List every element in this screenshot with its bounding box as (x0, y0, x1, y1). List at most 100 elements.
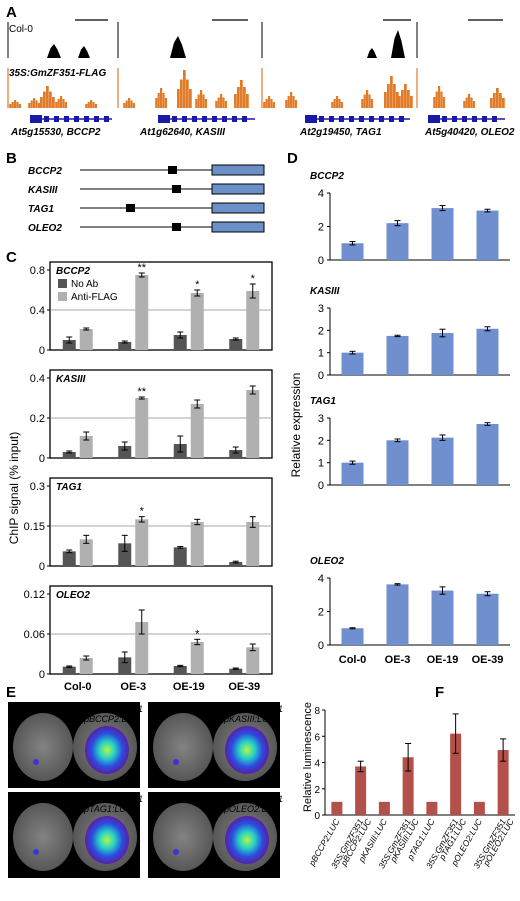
f-bar (378, 801, 390, 815)
oe-peak-bar (470, 97, 473, 108)
d-bar (341, 352, 364, 375)
d-category-label: OE-19 (427, 654, 459, 666)
oe-peak-bar (204, 99, 207, 108)
luc-signal-oe (225, 816, 269, 864)
oe-peak-bar (493, 93, 496, 108)
oe-peak-bar (265, 99, 268, 108)
oe-peak-bar (333, 99, 336, 108)
c-plot-frame (49, 369, 273, 459)
oe-peak-bar (340, 102, 343, 108)
d-ytick-label: 1 (318, 348, 324, 360)
luc-signal-control (173, 759, 179, 765)
f-ytick-label: 8 (314, 706, 320, 717)
gene-model-exon (104, 116, 109, 122)
panel-label-d: D (287, 150, 298, 167)
oe-peak-bar (496, 88, 499, 108)
oe-peak-bar (240, 80, 243, 108)
oe-peak-bar (361, 99, 364, 108)
gene-model-exon (428, 115, 440, 123)
c-ytick-label: 0 (39, 669, 45, 681)
c-bar (190, 522, 204, 566)
leaf-disc-control (153, 713, 213, 781)
control-peak (391, 30, 405, 58)
c-ytick-label: 0.15 (24, 521, 45, 533)
d-bar (431, 208, 454, 260)
gene-model-exon (30, 115, 42, 123)
oe-peak-bar (16, 102, 19, 108)
oe-peak-bar (398, 96, 401, 108)
f-ytick-label: 4 (314, 759, 320, 770)
c-ytick-label: 0 (39, 345, 45, 357)
gene-model-exon (54, 116, 59, 122)
gene-model-exon (379, 116, 384, 122)
d-ytick-label: 0 (318, 255, 324, 267)
gene-model-exon (172, 116, 177, 122)
oe-peak-bar (195, 99, 198, 108)
oe-peak-bar (162, 93, 165, 108)
oe-peak-bar (472, 101, 475, 108)
oe-peak-bar (180, 79, 183, 108)
oe-peak-bar (52, 97, 55, 108)
oe-peak-bar (502, 98, 505, 108)
luc-signal-oe (225, 726, 269, 774)
c-ytick-label: 0 (39, 561, 45, 573)
gene-model-exon (182, 116, 187, 122)
oe-peak-bar (92, 102, 95, 108)
c-category-label: Col-0 (64, 681, 92, 693)
e-label-control: pKASIII:LUC (151, 704, 204, 714)
oe-peak-bar (43, 91, 46, 108)
c-ytick-label: 0.8 (30, 265, 45, 277)
oe-peak-bar (272, 102, 275, 108)
c-bar (135, 275, 149, 350)
d-ytick-label: 3 (318, 413, 324, 425)
c-ytick-label: 0 (39, 453, 45, 465)
c-bar (135, 519, 149, 566)
c-significance: ** (137, 262, 146, 274)
oe-peak-bar (60, 96, 63, 108)
e-label-oe-line1: 35S:GmZF351 (84, 704, 143, 714)
c-bar (62, 452, 76, 458)
c-bar (190, 642, 204, 674)
oe-peak-bar (87, 102, 90, 108)
oe-peak-bar (292, 96, 295, 108)
d-ytick-label: 3 (318, 303, 324, 315)
oe-peak-bar (407, 90, 410, 108)
oe-peak-bar (94, 104, 97, 108)
f-ytick-label: 0 (314, 811, 320, 822)
oe-peak-bar (200, 90, 203, 108)
gene-model-exon (64, 116, 69, 122)
c-category-label: OE-39 (228, 681, 260, 693)
oe-peak-bar (9, 104, 12, 108)
oe-peak-bar (468, 94, 471, 108)
c-bar (79, 329, 93, 350)
d-gene-label: BCCP2 (310, 171, 344, 182)
d-category-label: OE-3 (385, 654, 411, 666)
f-ytick-label: 6 (314, 732, 320, 743)
c-legend-swatch (58, 292, 67, 301)
oe-peak-bar (499, 93, 502, 108)
oe-peak-bar (164, 98, 167, 108)
oe-peak-bar (393, 84, 396, 108)
c-bar (246, 647, 260, 674)
cds-box (211, 202, 265, 214)
c-bar (190, 293, 204, 350)
c-bar (229, 339, 243, 350)
gene-model-exon (359, 116, 364, 122)
c-bar (79, 658, 93, 674)
track-label-oe: 35S:GmZF351-FLAG (9, 68, 106, 79)
c-bar (62, 666, 76, 674)
c-plot-frame (49, 585, 273, 675)
oe-peak-bar (123, 103, 126, 108)
f-bar (402, 757, 414, 815)
oe-peak-bar (186, 79, 189, 108)
c-ytick-label: 0.06 (24, 629, 45, 641)
c-significance: * (195, 279, 200, 291)
oe-peak-bar (132, 103, 135, 108)
c-bar (246, 291, 260, 350)
c-legend-label: Anti-FLAG (71, 292, 118, 303)
c-bar (62, 551, 76, 566)
oe-peak-bar (366, 90, 369, 108)
c-ylabel: ChIP signal (% input) (7, 432, 21, 545)
promoter-motif (126, 204, 135, 212)
oe-peak-bar (14, 100, 17, 108)
